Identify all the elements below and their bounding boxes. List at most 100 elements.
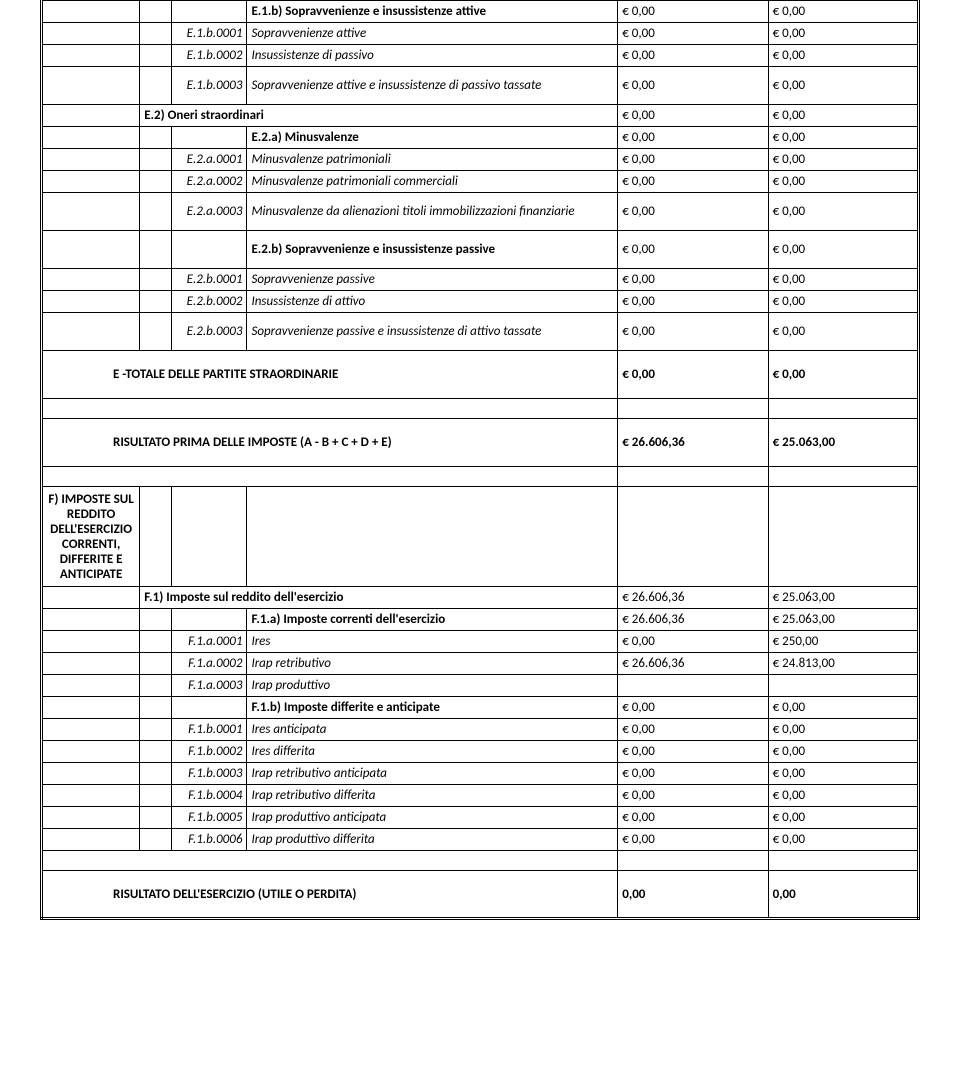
table-row: F.1.a.0003 Irap produttivo xyxy=(42,675,919,697)
table-row: F.1.b.0005 Irap produttivo anticipata € … xyxy=(42,807,919,829)
cell-desc: F.1.b) Imposte differite e anticipate xyxy=(247,697,618,719)
cell-v1: € 26.606,36 xyxy=(618,587,768,609)
table-row xyxy=(42,399,919,419)
cell-code: F.1.b.0004 xyxy=(172,785,247,807)
cell-v1: € 0,00 xyxy=(618,291,768,313)
cell-v1: € 26.606,36 xyxy=(618,653,768,675)
cell-v2: 0,00 xyxy=(768,871,918,919)
cell-v1: € 0,00 xyxy=(618,351,768,399)
cell-v1: € 0,00 xyxy=(618,67,768,105)
table-row xyxy=(42,851,919,871)
cell-desc: Ires differita xyxy=(247,741,618,763)
table-row: E.2.b.0002 Insussistenze di attivo € 0,0… xyxy=(42,291,919,313)
cell-desc: Sopravvenienze passive xyxy=(247,269,618,291)
cell-v2: € 0,00 xyxy=(768,127,918,149)
cell-v1: € 0,00 xyxy=(618,785,768,807)
cell-code: E.2.b.0002 xyxy=(172,291,247,313)
cell-code: F.1.a.0002 xyxy=(172,653,247,675)
table-row: E -TOTALE DELLE PARTITE STRAORDINARIE € … xyxy=(42,351,919,399)
cell-v1: € 0,00 xyxy=(618,829,768,851)
cell-v2: € 0,00 xyxy=(768,149,918,171)
cell-v2: € 0,00 xyxy=(768,45,918,67)
cell-code: E.2.b.0001 xyxy=(172,269,247,291)
cell-v2: € 0,00 xyxy=(768,829,918,851)
cell-code: F.1.b.0002 xyxy=(172,741,247,763)
cell-desc: Sopravvenienze attive e insussistenze di… xyxy=(247,67,618,105)
cell-code: E.2.a.0002 xyxy=(172,171,247,193)
cell-v2: € 0,00 xyxy=(768,785,918,807)
cell-v1: € 0,00 xyxy=(618,269,768,291)
cell-code: F.1.b.0001 xyxy=(172,719,247,741)
cell-desc: Irap retributivo xyxy=(247,653,618,675)
cell-v2: € 25.063,00 xyxy=(768,419,918,467)
cell-v2: € 0,00 xyxy=(768,231,918,269)
cell-v1: € 0,00 xyxy=(618,193,768,231)
cell-v2: € 0,00 xyxy=(768,291,918,313)
cell-v2: € 0,00 xyxy=(768,269,918,291)
table-row: F.1) Imposte sul reddito dell'esercizio … xyxy=(42,587,919,609)
cell-code: E.2.a.0003 xyxy=(172,193,247,231)
cell-v2: € 0,00 xyxy=(768,763,918,785)
cell-desc: E -TOTALE DELLE PARTITE STRAORDINARIE xyxy=(42,351,618,399)
table-row: E.2.a) Minusvalenze € 0,00 € 0,00 xyxy=(42,127,919,149)
cell-desc: Irap produttivo differita xyxy=(247,829,618,851)
table-row: E.1.b) Sopravvenienze e insussistenze at… xyxy=(42,1,919,23)
cell-code: F.1.a.0003 xyxy=(172,675,247,697)
cell-v1: € 0,00 xyxy=(618,171,768,193)
cell-code: E.1.b.0001 xyxy=(172,23,247,45)
cell-v2: € 250,00 xyxy=(768,631,918,653)
cell-desc: E.2.b) Sopravvenienze e insussistenze pa… xyxy=(247,231,618,269)
cell-v1: € 0,00 xyxy=(618,149,768,171)
cell-v2: € 0,00 xyxy=(768,67,918,105)
cell-v1: € 0,00 xyxy=(618,719,768,741)
cell-v2 xyxy=(768,675,918,697)
cell-v2: € 0,00 xyxy=(768,23,918,45)
cell-desc: Insussistenze di attivo xyxy=(247,291,618,313)
cell-v2: € 0,00 xyxy=(768,351,918,399)
table-row: E.2.b) Sopravvenienze e insussistenze pa… xyxy=(42,231,919,269)
cell-code: F.1.b.0003 xyxy=(172,763,247,785)
table-row: F) IMPOSTE SUL REDDITO DELL'ESERCIZIO CO… xyxy=(42,487,919,587)
table-row: F.1.b.0003 Irap retributivo anticipata €… xyxy=(42,763,919,785)
cell-v2: € 0,00 xyxy=(768,105,918,127)
cell-v2: € 0,00 xyxy=(768,1,918,23)
cell-desc: Sopravvenienze attive xyxy=(247,23,618,45)
cell-v1: € 0,00 xyxy=(618,313,768,351)
table-row: E.2.b.0001 Sopravvenienze passive € 0,00… xyxy=(42,269,919,291)
table-row: E.2.a.0003 Minusvalenze da alienazioni t… xyxy=(42,193,919,231)
table-main: E.1.b) Sopravvenienze e insussistenze at… xyxy=(40,0,920,920)
cell-desc: Ires anticipata xyxy=(247,719,618,741)
cell-desc: Minusvalenze patrimoniali xyxy=(247,149,618,171)
cell-v1 xyxy=(618,675,768,697)
cell-desc: Irap produttivo xyxy=(247,675,618,697)
cell-v2: € 24.813,00 xyxy=(768,653,918,675)
cell-v2: € 25.063,00 xyxy=(768,609,918,631)
table-row xyxy=(42,467,919,487)
cell-desc: E.1.b) Sopravvenienze e insussistenze at… xyxy=(247,1,618,23)
table-row: F.1.b) Imposte differite e anticipate € … xyxy=(42,697,919,719)
table-row: E.1.b.0001 Sopravvenienze attive € 0,00 … xyxy=(42,23,919,45)
cell-desc: F.1) Imposte sul reddito dell'esercizio xyxy=(140,587,618,609)
financial-statement-table: E.1.b) Sopravvenienze e insussistenze at… xyxy=(0,0,960,920)
cell-desc: RISULTATO DELL'ESERCIZIO (UTILE O PERDIT… xyxy=(42,871,618,919)
cell-v1: € 26.606,36 xyxy=(618,419,768,467)
cell-desc: Insussistenze di passivo xyxy=(247,45,618,67)
table-row: F.1.a.0001 Ires € 0,00 € 250,00 xyxy=(42,631,919,653)
cell-code: F.1.b.0005 xyxy=(172,807,247,829)
cell-desc: E.2) Oneri straordinari xyxy=(140,105,618,127)
table-row: E.2.a.0001 Minusvalenze patrimoniali € 0… xyxy=(42,149,919,171)
cell-desc: F.1.a) Imposte correnti dell'esercizio xyxy=(247,609,618,631)
cell-v1: € 0,00 xyxy=(618,45,768,67)
cell-v2: € 0,00 xyxy=(768,171,918,193)
cell-code: E.2.b.0003 xyxy=(172,313,247,351)
table-row: F.1.a) Imposte correnti dell'esercizio €… xyxy=(42,609,919,631)
table-row: RISULTATO PRIMA DELLE IMPOSTE (A - B + C… xyxy=(42,419,919,467)
cell-v2: € 25.063,00 xyxy=(768,587,918,609)
cell-v2: € 0,00 xyxy=(768,741,918,763)
table-row: F.1.b.0002 Ires differita € 0,00 € 0,00 xyxy=(42,741,919,763)
cell-v2: € 0,00 xyxy=(768,719,918,741)
cell-v1: € 26.606,36 xyxy=(618,609,768,631)
cell-desc: Minusvalenze da alienazioni titoli immob… xyxy=(247,193,618,231)
table-row: F.1.b.0004 Irap retributivo differita € … xyxy=(42,785,919,807)
cell-v1: 0,00 xyxy=(618,871,768,919)
